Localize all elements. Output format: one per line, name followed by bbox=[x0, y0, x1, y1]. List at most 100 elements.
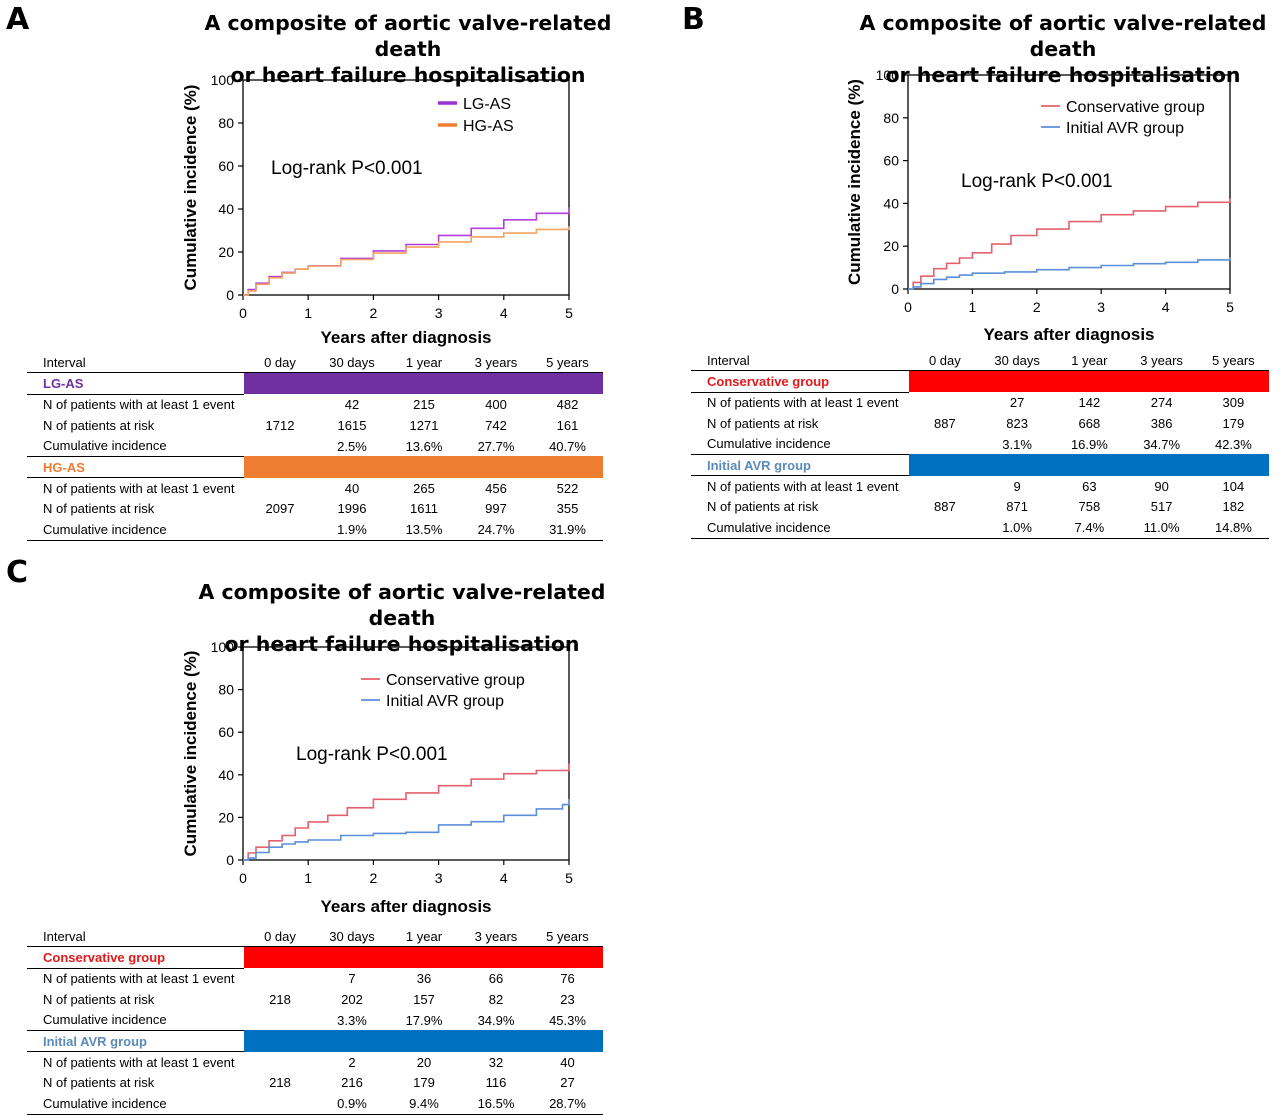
table-cell: 16.5% bbox=[460, 1093, 532, 1115]
group-header-row: Initial AVR group bbox=[27, 1029, 603, 1053]
series-line-2 bbox=[243, 798, 570, 861]
group-name: Initial AVR group bbox=[27, 1029, 244, 1053]
interval-label: Interval bbox=[27, 926, 244, 948]
y-tick-label: 0 bbox=[226, 287, 234, 303]
interval-header: 5 years bbox=[532, 926, 603, 948]
table-cell: 157 bbox=[413, 991, 435, 1007]
table-cell: 27 bbox=[560, 1075, 575, 1091]
log-rank-annotation: Log-rank P<0.001 bbox=[271, 158, 423, 179]
row-label: N of patients at risk bbox=[43, 1075, 155, 1091]
interval-header-row: Interval 0 day 30 days 1 year 3 years 5 years bbox=[27, 926, 603, 948]
table-cell bbox=[909, 476, 981, 497]
table-cell: 36 bbox=[416, 971, 432, 987]
table-cell: 215 bbox=[413, 397, 435, 413]
table-cell: 1611 bbox=[410, 501, 438, 517]
x-tick-label: 2 bbox=[370, 870, 378, 886]
table-cell: 28.7% bbox=[532, 1093, 603, 1115]
table-cell: 27.7% bbox=[477, 438, 515, 454]
table-row: N of patients at risk 887 823 668 386 179 bbox=[691, 413, 1269, 433]
table-cell: 27 bbox=[1009, 395, 1025, 411]
row-label: N of patients with at least 1 event bbox=[707, 479, 899, 495]
panel-b-risk-table: Interval 0 day 30 days 1 year 3 years 5 years… bbox=[691, 350, 1269, 539]
x-axis-label: Years after diagnosis bbox=[983, 325, 1154, 344]
x-tick-label: 5 bbox=[565, 305, 573, 321]
table-cell: 90 bbox=[1154, 478, 1169, 494]
y-tick-label: 20 bbox=[218, 809, 234, 825]
table-cell: 887 bbox=[934, 499, 956, 515]
interval-header: 30 days bbox=[981, 350, 1054, 372]
panel-a-letter: A bbox=[6, 2, 30, 37]
table-cell bbox=[244, 436, 316, 457]
log-rank-annotation: Log-rank P<0.001 bbox=[296, 744, 448, 765]
log-rank-annotation: Log-rank P<0.001 bbox=[961, 171, 1113, 192]
group-color-bar bbox=[244, 1030, 603, 1052]
table-cell: 82 bbox=[488, 991, 504, 1007]
table-cell: 23 bbox=[560, 991, 575, 1007]
y-axis-label: Cumulative incidence (%) bbox=[181, 85, 200, 291]
y-tick-label: 60 bbox=[883, 153, 899, 169]
row-label: Cumulative incidence bbox=[27, 1093, 244, 1115]
group-name: Conservative group bbox=[691, 370, 909, 393]
x-tick-label: 5 bbox=[1226, 299, 1234, 315]
y-tick-label: 100 bbox=[211, 72, 235, 88]
table-cell: 218 bbox=[269, 991, 291, 1007]
row-label: Cumulative incidence bbox=[43, 438, 167, 454]
panel-c-title: A composite of aortic valve-related deat… bbox=[182, 579, 622, 657]
table-cell: 0.9% bbox=[316, 1093, 388, 1115]
row-label: N of patients with at least 1 event bbox=[43, 971, 235, 987]
table-row: Cumulative incidence 0.9% 9.4% 16.5% 28.7% bbox=[27, 1093, 603, 1115]
group-color-bar bbox=[908, 454, 1269, 476]
interval-label: Interval bbox=[691, 350, 909, 372]
interval-header: 0 day bbox=[908, 350, 981, 372]
table-cell: 142 bbox=[1078, 395, 1101, 411]
table-cell: 517 bbox=[1150, 499, 1173, 515]
row-label: Cumulative incidence bbox=[43, 1012, 167, 1028]
table-row: Cumulative incidence 3.3% 17.9% 34.9% 45.3% bbox=[27, 1010, 603, 1031]
table-cell: 40 bbox=[344, 480, 360, 496]
table-cell: 116 bbox=[485, 1075, 507, 1091]
table-cell: 16.9% bbox=[1070, 436, 1108, 452]
y-tick-label: 20 bbox=[218, 244, 234, 260]
table-cell bbox=[244, 968, 316, 989]
panel-c-risk-table: Interval 0 day 30 days 1 year 3 years 5 years… bbox=[27, 926, 603, 1115]
panel-a-title-line1: A composite of aortic valve-related deat… bbox=[204, 11, 612, 61]
x-tick-label: 4 bbox=[500, 870, 508, 886]
table-row: N of patients at risk 218 216 179 116 27 bbox=[27, 1073, 603, 1093]
x-tick-label: 1 bbox=[304, 305, 312, 321]
group-color-bar bbox=[244, 456, 603, 478]
x-tick-label: 5 bbox=[565, 870, 573, 886]
legend-label: Conservative group bbox=[386, 672, 525, 689]
x-tick-label: 0 bbox=[239, 305, 247, 321]
table-cell: 182 bbox=[1222, 499, 1245, 515]
table-row: Cumulative incidence 3.1% 16.9% 34.7% 42.3% bbox=[691, 434, 1269, 455]
table-cell: 216 bbox=[341, 1075, 363, 1091]
group-header-row: HG-AS bbox=[27, 455, 603, 479]
group-header-row: LG-AS bbox=[27, 372, 603, 395]
table-cell: 179 bbox=[413, 1075, 435, 1091]
y-tick-label: 0 bbox=[891, 281, 899, 297]
table-cell: 2 bbox=[348, 1054, 356, 1070]
table-row: N of patients with at least 1 event 7 36 66… bbox=[27, 968, 603, 989]
y-tick-label: 80 bbox=[218, 115, 234, 131]
table-cell: 14.8% bbox=[1197, 517, 1269, 539]
table-cell: 161 bbox=[556, 417, 579, 433]
table-cell: 3.3% bbox=[337, 1012, 367, 1028]
table-cell: 887 bbox=[934, 415, 956, 431]
table-cell: 20 bbox=[416, 1054, 432, 1070]
row-label: N of patients at risk bbox=[707, 415, 819, 431]
x-tick-label: 2 bbox=[1033, 299, 1041, 315]
table-cell: 274 bbox=[1150, 395, 1173, 411]
table-row: N of patients with at least 1 event 27 142… bbox=[691, 392, 1269, 413]
table-cell: 997 bbox=[485, 501, 507, 517]
x-tick-label: 4 bbox=[500, 305, 508, 321]
table-row: N of patients with at least 1 event 42 215… bbox=[27, 394, 603, 415]
y-tick-label: 80 bbox=[883, 110, 899, 126]
interval-header: 0 day bbox=[244, 352, 316, 374]
x-tick-label: 3 bbox=[1097, 299, 1105, 315]
table-cell: 309 bbox=[1222, 395, 1245, 411]
interval-header: 1 year bbox=[388, 352, 460, 374]
table-cell: 218 bbox=[269, 1075, 291, 1091]
table-cell: 3.1% bbox=[1002, 436, 1032, 452]
table-cell: 265 bbox=[413, 480, 435, 496]
